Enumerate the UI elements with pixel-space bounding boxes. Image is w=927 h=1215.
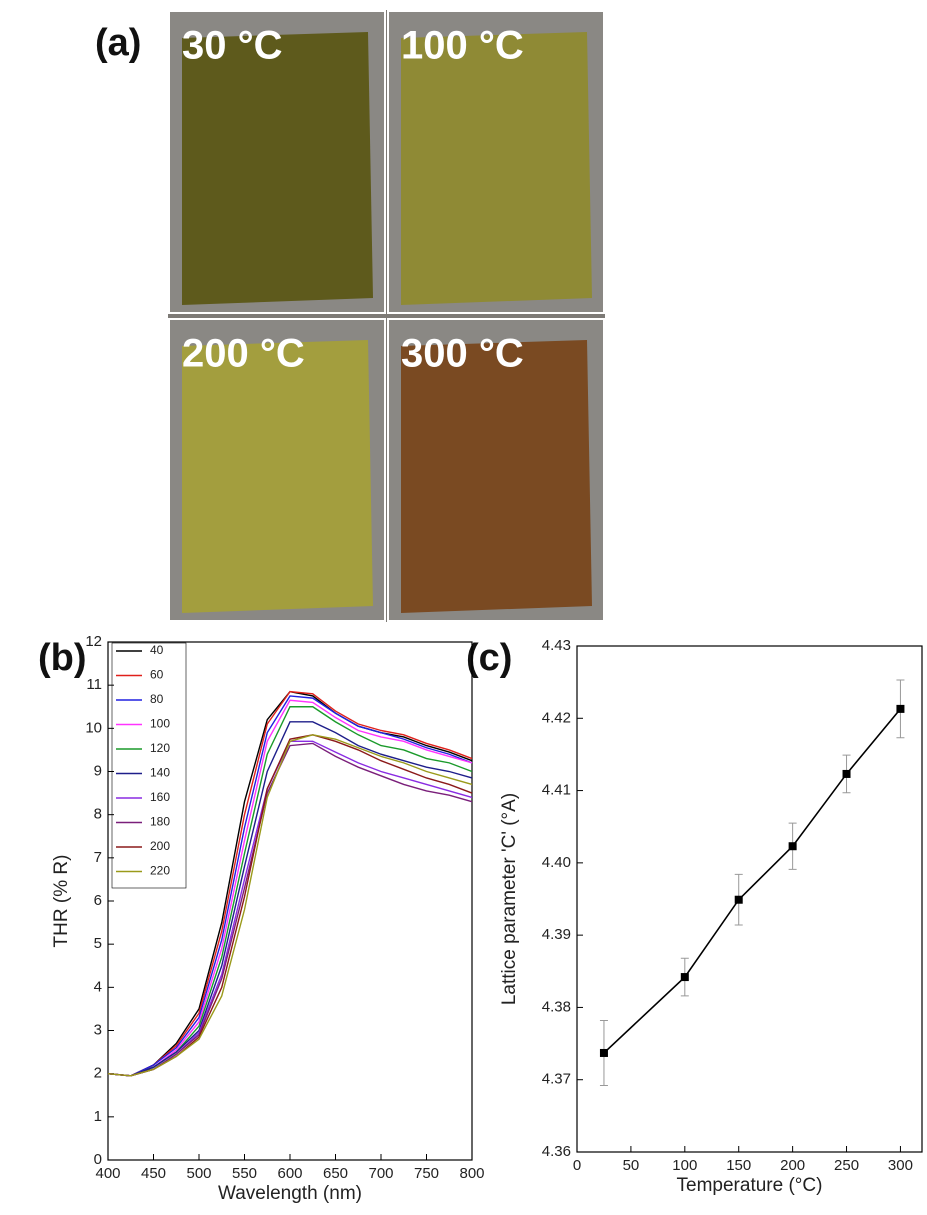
y-tick-label: 4.39 [542,926,571,943]
x-tick-label: 600 [277,1165,302,1182]
y-axis-label: THR (% R) [51,855,72,948]
data-line [107,734,473,1077]
panel-label: (b) [38,637,87,679]
y-tick-label: 4.40 [542,854,571,871]
y-tick-label: 8 [94,806,102,823]
data-line [603,708,902,1054]
y-tick-label: 4.43 [542,637,571,654]
x-tick-label: 550 [232,1165,257,1182]
data-point [680,973,689,982]
legend-label: 160 [150,790,170,804]
data-line [107,706,473,1077]
legend-frame [111,642,187,889]
y-tick-label: 4 [94,978,102,995]
legend-label: 200 [150,839,170,853]
x-tick-label: 100 [672,1157,697,1174]
y-tick-label: 12 [85,633,102,650]
data-line [107,690,473,1077]
sample-film [401,340,592,613]
sample-film [401,32,592,305]
legend-label: 60 [150,668,164,682]
y-tick-label: 4.42 [542,709,571,726]
y-tick-label: 3 [94,1021,102,1038]
x-tick-label: 0 [573,1157,581,1174]
legend-label: 180 [150,815,170,829]
x-axis-label: Wavelength (nm) [218,1183,362,1204]
data-point [788,842,797,851]
x-tick-label: 300 [888,1157,913,1174]
legend-label: 80 [150,692,164,706]
y-tick-label: 9 [94,762,102,779]
legend-label: 120 [150,741,170,755]
x-tick-label: 200 [780,1157,805,1174]
sample-film [182,340,373,613]
x-tick-label: 400 [95,1165,120,1182]
photo-label: 200 °C [182,332,305,376]
y-tick-label: 1 [94,1108,102,1125]
y-tick-label: 6 [94,892,102,909]
y-tick-label: 11 [86,676,102,693]
x-axis-label: Temperature (°C) [677,1175,823,1196]
x-tick-label: 700 [368,1165,393,1182]
x-tick-label: 500 [186,1165,211,1182]
panel-label: (a) [95,22,141,64]
y-tick-label: 5 [94,935,102,952]
x-tick-label: 50 [623,1157,640,1174]
data-point [734,895,743,904]
data-line [107,742,473,1077]
data-line [107,695,473,1077]
legend-label: 220 [150,864,170,878]
y-tick-label: 2 [94,1065,102,1082]
data-line [107,721,473,1077]
y-tick-label: 0 [94,1151,102,1168]
x-tick-label: 650 [323,1165,348,1182]
x-tick-label: 800 [459,1165,484,1182]
y-tick-label: 10 [85,719,102,736]
plot-frame [576,645,923,1153]
data-line [107,699,473,1077]
data-point [896,704,905,713]
y-tick-label: 7 [94,849,102,866]
sample-film [182,32,373,305]
y-tick-label: 4.38 [542,998,571,1015]
y-tick-label: 4.41 [542,782,571,799]
legend-label: 100 [150,717,170,731]
data-point [842,769,851,778]
photo-label: 30 °C [182,24,283,68]
photo-label: 100 °C [401,24,524,68]
x-tick-label: 750 [414,1165,439,1182]
x-tick-label: 450 [141,1165,166,1182]
y-tick-label: 4.37 [542,1071,571,1088]
y-axis-label: Lattice parameter 'C' (°A) [499,793,520,1005]
y-tick-label: 4.36 [542,1143,571,1160]
data-point [599,1048,608,1057]
photo-label: 300 °C [401,332,524,376]
data-line [107,734,473,1077]
x-tick-label: 150 [726,1157,751,1174]
panel-label: (c) [466,637,512,679]
legend-label: 140 [150,766,170,780]
x-tick-label: 250 [834,1157,859,1174]
legend-label: 40 [150,643,164,657]
